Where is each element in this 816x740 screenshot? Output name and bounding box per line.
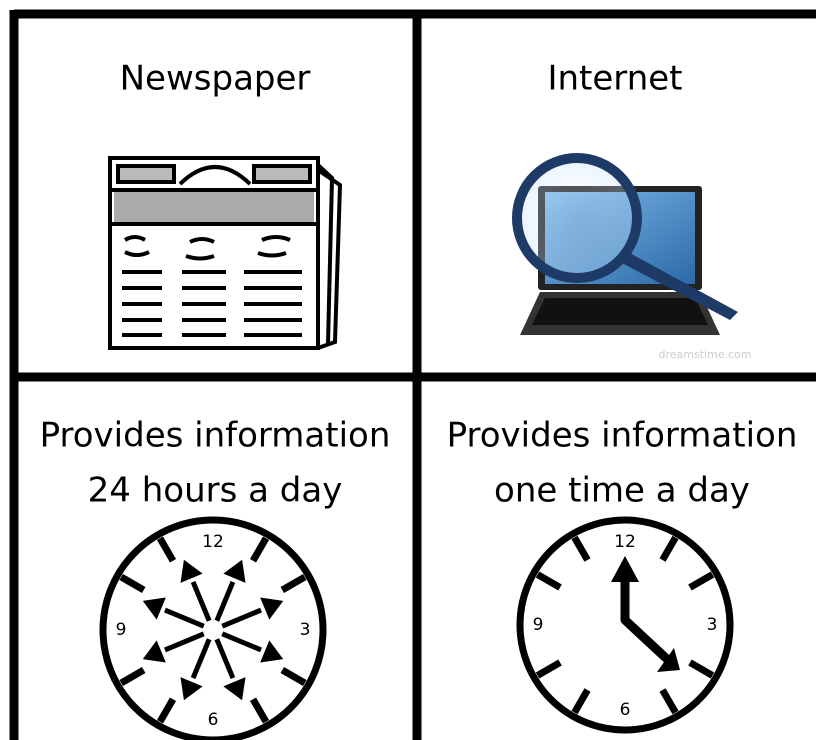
clock-hand (190, 581, 212, 622)
card-label: Newspaper (120, 59, 311, 99)
clock-tick (156, 536, 177, 563)
clock-tick (280, 573, 307, 594)
arrow-head (223, 559, 246, 583)
arrow-head (180, 559, 203, 583)
clock-tick (119, 573, 146, 594)
arrow-head (223, 677, 246, 701)
clock-tick (571, 688, 591, 715)
watermark: dreamstime.com (658, 348, 751, 361)
clock-icon: 12 3 6 9 (99, 516, 327, 740)
clock-tick (535, 659, 562, 679)
arrow-head (142, 640, 166, 663)
arrow-head (142, 597, 166, 620)
card-label: Internet (547, 59, 682, 99)
arrow-head (657, 648, 680, 672)
clock-number: 12 (614, 532, 636, 552)
clock-tick (571, 535, 591, 562)
clock-hand (221, 607, 262, 629)
clock-number: 3 (707, 615, 718, 635)
clock-hand (214, 581, 236, 622)
card-text: Provides information (447, 416, 798, 456)
clock-hand (214, 638, 236, 679)
clock-tick (119, 666, 146, 687)
grid-frame (9, 9, 816, 740)
clock-tick (535, 571, 562, 591)
clock-number: 6 (208, 710, 219, 730)
card-text: Provides information (40, 416, 391, 456)
laptop-icon (512, 153, 738, 335)
clock-hand (221, 631, 262, 653)
clock-tick (688, 659, 715, 679)
arrow-head (260, 640, 284, 663)
card-text: one time a day (494, 471, 750, 511)
clock-tick (688, 571, 715, 591)
clock-hand (164, 607, 205, 629)
clock-hand (620, 575, 672, 664)
arrow-head (611, 556, 639, 582)
clock-number: 9 (533, 615, 544, 635)
clock-tick (156, 697, 177, 724)
clock-hand (164, 631, 205, 653)
clock-number: 3 (300, 620, 311, 640)
clock-number: 6 (620, 700, 631, 720)
card-text: 24 hours a day (88, 471, 343, 511)
clock-tick (249, 697, 270, 724)
clock-tick (249, 536, 270, 563)
newspaper-icon (108, 156, 343, 350)
clock-hand (190, 638, 212, 679)
arrow-head (180, 677, 203, 701)
clock-tick (280, 666, 307, 687)
clock-face (99, 516, 327, 740)
clock-tick (659, 688, 679, 715)
clock-number: 9 (116, 620, 127, 640)
clock-number: 12 (202, 532, 224, 552)
clock-icon: 12 3 6 9 (516, 516, 734, 734)
clock-tick (659, 535, 679, 562)
arrow-head (260, 597, 284, 620)
